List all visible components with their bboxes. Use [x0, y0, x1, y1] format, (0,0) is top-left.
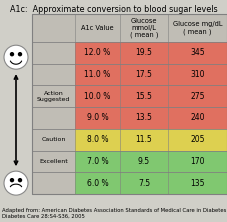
- Text: Adapted from: American Diabetes Association Standards of Medical Care in Diabete: Adapted from: American Diabetes Associat…: [2, 208, 226, 219]
- Text: 6.0 %: 6.0 %: [87, 179, 108, 188]
- Text: 170: 170: [190, 157, 205, 166]
- Circle shape: [10, 53, 13, 56]
- Text: Glucose
mmol/L
( mean ): Glucose mmol/L ( mean ): [130, 18, 158, 38]
- Text: 310: 310: [190, 70, 205, 79]
- Text: A1c:  Approximate conversion to blood sugar levels: A1c: Approximate conversion to blood sug…: [10, 5, 217, 14]
- Bar: [75, 172, 120, 194]
- Circle shape: [18, 179, 22, 182]
- Text: 10.0 %: 10.0 %: [84, 92, 111, 101]
- Circle shape: [4, 45, 28, 69]
- Bar: [75, 129, 120, 151]
- Bar: [32, 14, 227, 42]
- Text: Action
Suggested: Action Suggested: [37, 91, 70, 102]
- Bar: [120, 107, 168, 129]
- Text: Excellent: Excellent: [39, 159, 68, 164]
- Text: 13.5: 13.5: [136, 113, 153, 123]
- Bar: [120, 42, 168, 64]
- Text: 11.5: 11.5: [136, 135, 152, 144]
- Bar: [75, 42, 120, 64]
- Text: 11.0 %: 11.0 %: [84, 70, 111, 79]
- Text: 205: 205: [190, 135, 205, 144]
- Bar: [168, 172, 227, 194]
- Bar: [32, 14, 227, 194]
- Bar: [120, 64, 168, 85]
- Bar: [32, 129, 75, 151]
- Circle shape: [4, 171, 28, 195]
- Bar: [32, 64, 75, 85]
- Bar: [120, 85, 168, 107]
- Bar: [32, 42, 75, 64]
- Bar: [168, 64, 227, 85]
- Bar: [32, 172, 75, 194]
- Text: 345: 345: [190, 48, 205, 57]
- Text: A1c Value: A1c Value: [81, 25, 114, 31]
- Bar: [168, 85, 227, 107]
- Text: 17.5: 17.5: [136, 70, 153, 79]
- Text: 9.5: 9.5: [138, 157, 150, 166]
- Bar: [120, 172, 168, 194]
- Text: 19.5: 19.5: [136, 48, 153, 57]
- Text: 12.0 %: 12.0 %: [84, 48, 111, 57]
- Text: 9.0 %: 9.0 %: [87, 113, 108, 123]
- Text: 275: 275: [190, 92, 205, 101]
- Bar: [168, 42, 227, 64]
- Bar: [32, 151, 75, 172]
- Bar: [75, 107, 120, 129]
- Text: 135: 135: [190, 179, 205, 188]
- Bar: [75, 151, 120, 172]
- Circle shape: [18, 53, 22, 56]
- Text: Glucose mg/dL
( mean ): Glucose mg/dL ( mean ): [173, 21, 222, 35]
- Text: 7.0 %: 7.0 %: [87, 157, 108, 166]
- Text: 240: 240: [190, 113, 205, 123]
- Text: 15.5: 15.5: [136, 92, 153, 101]
- Bar: [120, 151, 168, 172]
- Text: 8.0 %: 8.0 %: [87, 135, 108, 144]
- Bar: [75, 64, 120, 85]
- Circle shape: [10, 179, 13, 182]
- Text: Caution: Caution: [41, 137, 66, 142]
- Bar: [32, 14, 227, 194]
- Text: 7.5: 7.5: [138, 179, 150, 188]
- Bar: [168, 151, 227, 172]
- Bar: [168, 129, 227, 151]
- Bar: [168, 107, 227, 129]
- Bar: [120, 129, 168, 151]
- Bar: [75, 85, 120, 107]
- Bar: [32, 85, 75, 107]
- Bar: [32, 107, 75, 129]
